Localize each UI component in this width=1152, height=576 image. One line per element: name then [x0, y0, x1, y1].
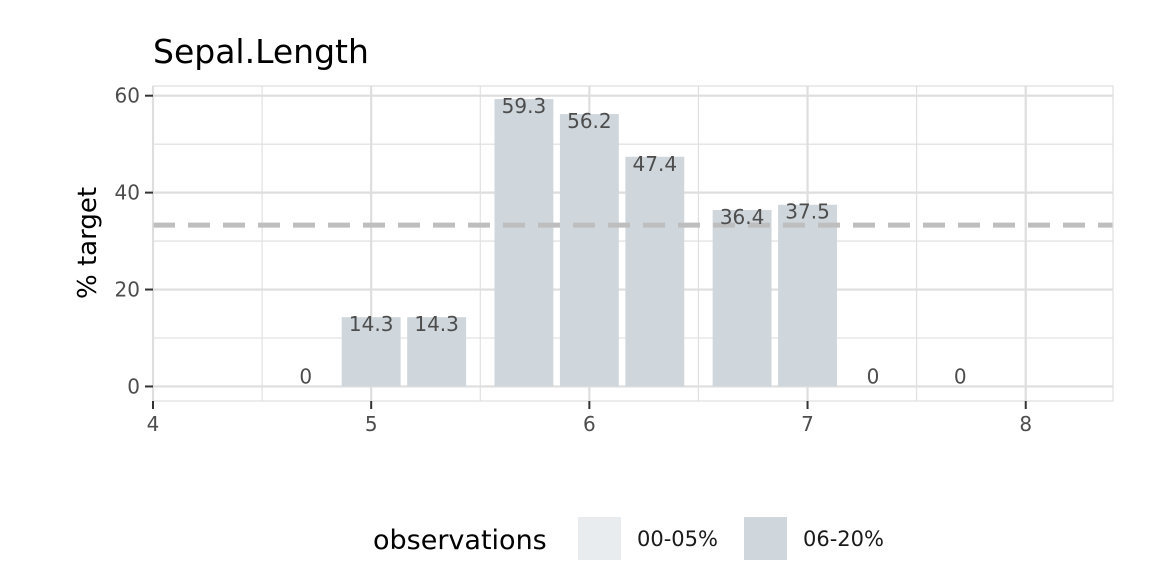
bar [712, 210, 772, 387]
bar-labels: 0 14.3 14.3 59.3 56.2 47.4 36.4 37.5 0 0 [299, 94, 966, 388]
bar-value-label: 36.4 [720, 205, 765, 229]
x-tick-label: 5 [365, 412, 378, 436]
y-tick-label: 20 [115, 278, 140, 302]
legend-swatch-00-05 [578, 517, 621, 560]
bar [407, 317, 467, 387]
axes: 4 5 6 7 8 0 20 40 60 [115, 84, 1033, 436]
bar-value-label: 56.2 [567, 109, 612, 133]
bar-value-label: 59.3 [502, 94, 547, 118]
bar-value-label: 0 [867, 364, 880, 388]
bar [778, 204, 837, 387]
bar-value-label: 14.3 [414, 312, 459, 336]
legend-title: observations [373, 525, 547, 556]
bars [341, 99, 837, 387]
bar-value-label: 14.3 [349, 312, 394, 336]
plot-panel-border [152, 85, 1114, 402]
x-tick-label: 6 [583, 412, 596, 436]
x-tick-label: 7 [801, 412, 814, 436]
legend: observations 00-05% 06-20% [373, 517, 884, 560]
bar-value-label: 0 [299, 364, 312, 388]
bar-value-label: 47.4 [633, 152, 678, 176]
legend-label-06-20: 06-20% [803, 527, 884, 551]
legend-label-00-05: 00-05% [637, 527, 718, 551]
bar [494, 99, 554, 387]
x-tick-label: 4 [147, 412, 160, 436]
y-axis-title: % target [73, 187, 103, 299]
legend-swatch-06-20 [744, 517, 787, 560]
y-tick-label: 40 [115, 181, 140, 205]
bar-value-label: 0 [954, 364, 967, 388]
bar [559, 114, 619, 387]
bar-value-label: 37.5 [785, 200, 830, 224]
bar [341, 317, 401, 387]
bar [625, 156, 685, 387]
y-tick-label: 0 [127, 374, 140, 398]
x-tick-label: 8 [1019, 412, 1032, 436]
y-tick-label: 60 [115, 84, 140, 108]
chart-title: Sepal.Length [153, 32, 369, 71]
